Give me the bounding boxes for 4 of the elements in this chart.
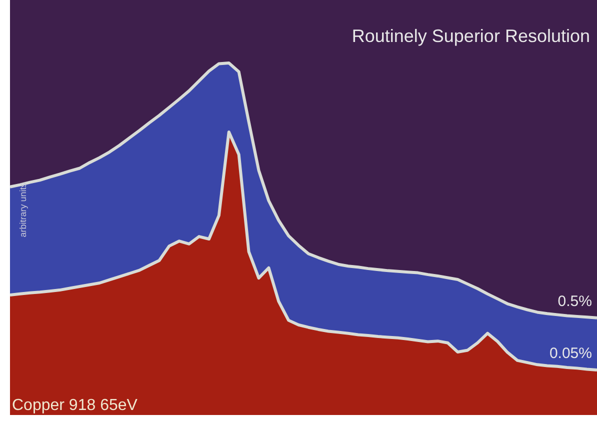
- annotation: Copper 918 65eV: [12, 397, 138, 414]
- series-label: 0.05%: [549, 344, 592, 362]
- series-label: 0.5%: [558, 292, 592, 310]
- chart-title: Routinely Superior Resolution: [352, 26, 590, 46]
